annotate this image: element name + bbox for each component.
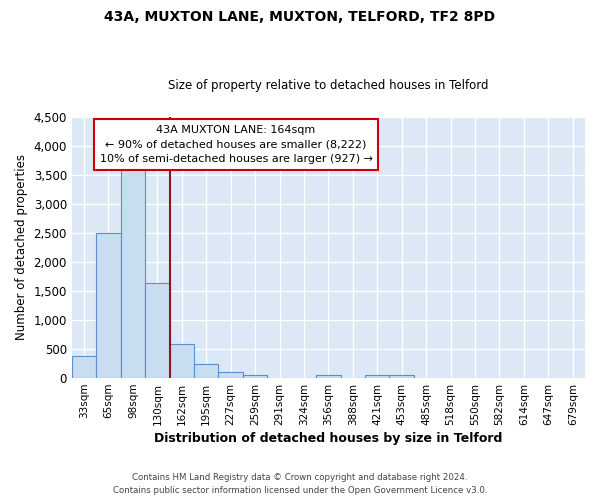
Bar	[170, 344, 194, 378]
Bar	[389, 375, 414, 378]
X-axis label: Distribution of detached houses by size in Telford: Distribution of detached houses by size …	[154, 432, 503, 445]
Bar	[194, 364, 218, 378]
Bar	[243, 374, 267, 378]
Text: 43A, MUXTON LANE, MUXTON, TELFORD, TF2 8PD: 43A, MUXTON LANE, MUXTON, TELFORD, TF2 8…	[104, 10, 496, 24]
Text: Contains HM Land Registry data © Crown copyright and database right 2024.
Contai: Contains HM Land Registry data © Crown c…	[113, 474, 487, 495]
Y-axis label: Number of detached properties: Number of detached properties	[15, 154, 28, 340]
Bar	[218, 372, 243, 378]
Bar	[145, 283, 170, 378]
Bar	[365, 375, 389, 378]
Bar	[316, 375, 341, 378]
Title: Size of property relative to detached houses in Telford: Size of property relative to detached ho…	[168, 79, 488, 92]
Bar	[121, 163, 145, 378]
Bar	[72, 356, 96, 378]
Bar	[96, 233, 121, 378]
Text: 43A MUXTON LANE: 164sqm
← 90% of detached houses are smaller (8,222)
10% of semi: 43A MUXTON LANE: 164sqm ← 90% of detache…	[100, 124, 373, 164]
